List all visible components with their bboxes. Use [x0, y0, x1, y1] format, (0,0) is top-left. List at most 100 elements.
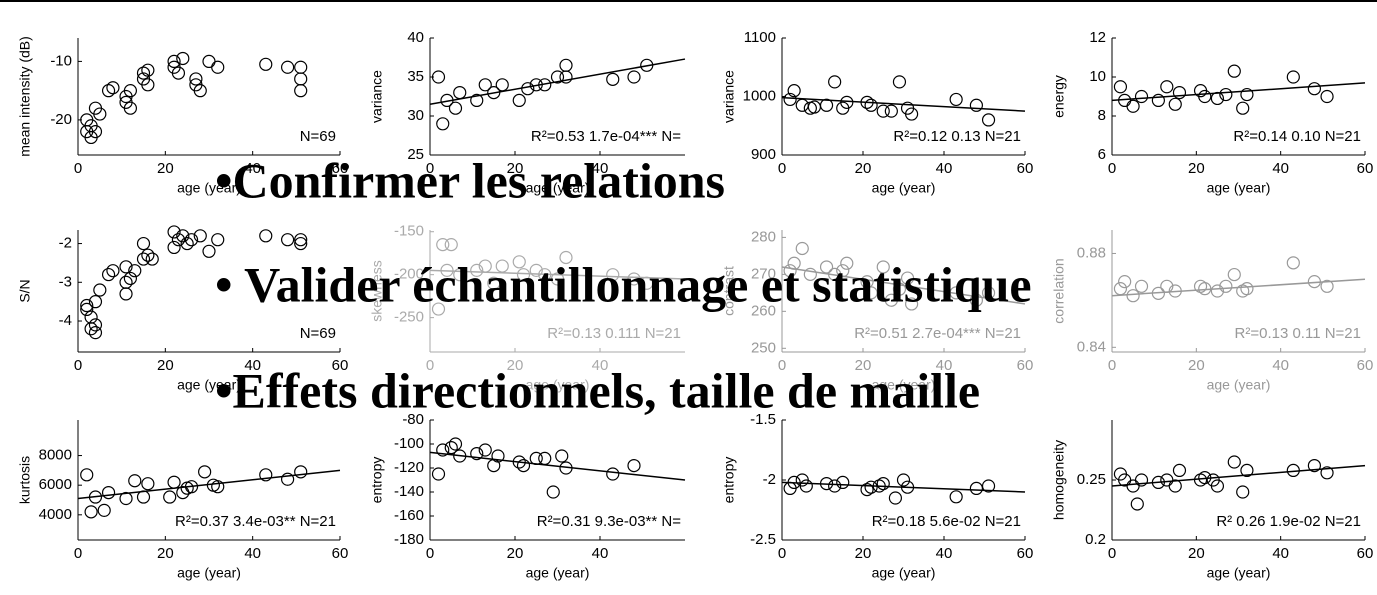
x-axis-label: age (year) — [872, 565, 936, 581]
y-tick-label: 8 — [1098, 107, 1106, 124]
data-point — [167, 54, 181, 69]
data-point — [281, 233, 295, 247]
data-point — [136, 252, 151, 266]
data-point — [88, 295, 103, 309]
data-point — [436, 443, 450, 457]
data-point — [828, 75, 842, 89]
data-point — [163, 490, 177, 504]
y-tick-label: 10 — [1089, 68, 1106, 85]
trend-line — [1111, 464, 1366, 487]
data-point — [1151, 286, 1165, 300]
y-tick-label: 30 — [407, 107, 424, 124]
annotation: R²=0.53 1.7e-04*** N= — [531, 128, 681, 145]
x-tick-label: 40 — [592, 160, 609, 177]
data-point — [1126, 289, 1140, 303]
x-tick-label: 20 — [507, 545, 524, 562]
x-tick-label: 20 — [1188, 357, 1205, 374]
data-point — [453, 85, 467, 100]
data-point — [896, 473, 911, 487]
trend-line — [429, 269, 686, 280]
data-point — [184, 233, 199, 247]
annotation: N=69 — [300, 128, 336, 145]
data-point — [167, 225, 181, 239]
data-point — [294, 84, 308, 98]
data-point — [453, 268, 467, 282]
data-point — [141, 63, 155, 77]
x-axis-label: age (year) — [1207, 377, 1271, 393]
x-tick-label: 0 — [426, 357, 434, 374]
y-tick-label: -100 — [394, 435, 424, 452]
data-point — [193, 84, 207, 98]
x-tick-label: 40 — [244, 160, 261, 177]
data-point — [171, 66, 186, 80]
y-tick-label: 0.88 — [1077, 244, 1106, 261]
data-point — [892, 282, 907, 296]
data-point — [864, 98, 878, 112]
data-point — [88, 318, 103, 332]
y-tick-label: 25 — [407, 146, 424, 163]
data-point — [167, 240, 181, 255]
data-point — [819, 477, 834, 491]
data-point — [550, 70, 565, 84]
data-point — [1172, 463, 1187, 477]
data-point — [294, 60, 308, 74]
data-point — [93, 107, 107, 121]
data-point — [1172, 85, 1187, 100]
data-point — [444, 441, 458, 455]
annotation: R²=0.18 5.6e-02 N=21 — [872, 513, 1021, 530]
data-point — [949, 92, 963, 107]
x-tick-label: 20 — [855, 545, 872, 562]
x-tick-label: 0 — [778, 357, 786, 374]
data-point — [1130, 497, 1144, 511]
y-tick-label: -140 — [394, 483, 424, 500]
data-point — [202, 54, 216, 69]
data-point — [436, 238, 450, 252]
y-axis-label: contrast — [721, 266, 737, 316]
data-point — [1198, 282, 1212, 296]
data-point — [1307, 82, 1322, 96]
data-point — [900, 480, 915, 494]
data-point — [211, 233, 225, 247]
x-axis-label: age (year) — [177, 180, 241, 196]
x-tick-label: 40 — [1272, 545, 1289, 562]
y-tick-label: -20 — [50, 111, 72, 128]
data-point — [627, 272, 641, 286]
data-point — [627, 459, 641, 473]
data-point — [431, 70, 446, 84]
data-point — [478, 78, 492, 92]
data-point — [904, 107, 919, 121]
data-point — [211, 480, 225, 494]
y-axis-label: kurtosis — [17, 456, 33, 504]
data-point — [559, 250, 573, 265]
data-point — [119, 287, 133, 301]
data-point — [1210, 479, 1225, 493]
data-point — [884, 104, 898, 118]
data-point — [1286, 70, 1300, 84]
x-tick-label: 40 — [936, 545, 953, 562]
data-point — [512, 93, 526, 108]
data-point — [795, 241, 809, 256]
y-tick-label: 260 — [751, 302, 776, 319]
data-point — [1286, 256, 1300, 270]
data-point — [876, 104, 890, 118]
x-tick-label: 60 — [332, 357, 349, 374]
data-point — [1320, 279, 1334, 293]
data-point — [1160, 279, 1174, 293]
data-point — [1219, 87, 1233, 102]
data-point — [606, 467, 620, 481]
data-point — [900, 271, 915, 285]
x-tick-label: 20 — [507, 357, 524, 374]
data-point — [876, 477, 890, 491]
y-tick-label: 0.2 — [1085, 531, 1106, 548]
data-point — [281, 472, 295, 486]
x-tick-label: 0 — [74, 545, 82, 562]
x-tick-label: 40 — [1272, 160, 1289, 177]
y-tick-label: -4 — [59, 312, 72, 329]
data-point — [141, 248, 155, 262]
x-tick-label: 20 — [157, 545, 174, 562]
data-point — [193, 229, 207, 243]
data-point — [176, 229, 190, 243]
y-axis-label: skewness — [369, 260, 385, 321]
data-point — [1134, 473, 1149, 487]
